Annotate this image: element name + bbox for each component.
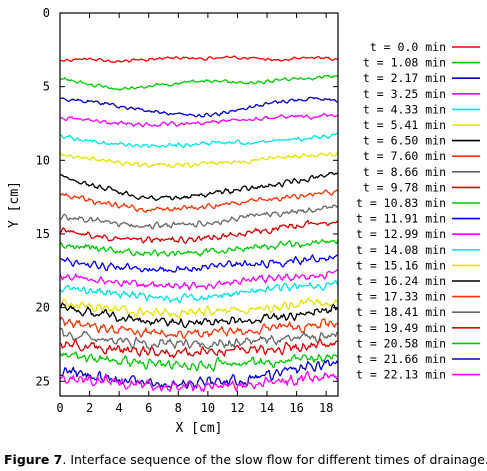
legend-label: t = 22.13 min	[356, 368, 446, 382]
interface-line	[60, 132, 338, 149]
x-tick-label: 8	[175, 401, 182, 415]
interface-line	[60, 338, 338, 359]
interface-line	[60, 302, 338, 329]
legend-label: t = 6.50 min	[363, 134, 446, 148]
interface-line	[60, 351, 338, 372]
legend-label: t = 12.99 min	[356, 227, 446, 241]
interface-line	[60, 238, 338, 257]
interface-line	[60, 151, 338, 169]
legend-label: t = 14.08 min	[356, 243, 446, 257]
interface-line	[60, 74, 338, 91]
plot-frame	[59, 12, 339, 397]
x-tick-label: 2	[86, 401, 93, 415]
legend-label: t = 17.33 min	[356, 290, 446, 304]
figure-caption: Figure 7. Interface sequence of the slow…	[4, 452, 487, 467]
x-axis: 0 2 4 6 8 10 12 14 16 18	[56, 13, 333, 415]
interface-line	[60, 269, 338, 291]
legend-label: t = 3.25 min	[363, 87, 446, 101]
legend-label: t = 21.66 min	[356, 352, 446, 366]
x-tick-label: 18	[319, 401, 333, 415]
legend-label: t = 4.33 min	[363, 102, 446, 116]
legend-label: t = 11.91 min	[356, 212, 446, 226]
interface-line	[60, 327, 338, 350]
caption-text: . Interface sequence of the slow flow fo…	[62, 452, 487, 467]
interface-line	[60, 254, 338, 273]
x-tick-label: 10	[201, 401, 215, 415]
interface-line	[60, 316, 338, 339]
interface-sequence-chart: 0 2 4 6 8 10 12 14 16 18 0 5 10 15 20 25 X [cm] Y [cm]…	[7, 6, 480, 436]
interface-line	[60, 204, 338, 230]
legend-label: t = 9.78 min	[363, 180, 446, 194]
interface-line	[60, 189, 338, 214]
interface-line	[60, 219, 338, 244]
x-axis-title: X [cm]	[176, 421, 223, 436]
legend-label: t = 7.60 min	[363, 149, 446, 163]
legend-label: t = 5.41 min	[363, 118, 446, 132]
interface-line	[60, 297, 338, 319]
y-tick-label: 10	[36, 153, 50, 167]
plot-area	[60, 55, 338, 393]
legend-label: t = 2.17 min	[363, 71, 446, 85]
legend-label: t = 1.08 min	[363, 56, 446, 70]
interface-line	[60, 55, 338, 64]
x-tick-label: 4	[116, 401, 123, 415]
figure-label: Figure 7	[4, 452, 63, 467]
interface-line	[60, 112, 338, 128]
interface-line	[60, 171, 338, 201]
x-tick-label: 14	[260, 401, 274, 415]
interface-line	[60, 96, 338, 118]
y-axis: 0 5 10 15 20 25	[36, 6, 338, 388]
y-tick-label: 5	[43, 80, 50, 94]
legend-label: t = 8.66 min	[363, 165, 446, 179]
interface-line	[60, 370, 338, 393]
x-tick-label: 6	[145, 401, 152, 415]
legend-label: t = 0.0 min	[370, 40, 446, 54]
legend-label: t = 15.16 min	[356, 258, 446, 272]
legend-label: t = 19.49 min	[356, 321, 446, 335]
legend-label: t = 10.83 min	[356, 196, 446, 210]
y-tick-label: 25	[36, 374, 50, 388]
interface-line	[60, 279, 338, 304]
y-axis-title: Y [cm]	[7, 181, 22, 228]
y-tick-label: 15	[36, 227, 50, 241]
y-tick-label: 20	[36, 301, 50, 315]
legend-label: t = 16.24 min	[356, 274, 446, 288]
legend-label: t = 18.41 min	[356, 305, 446, 319]
legend-label: t = 20.58 min	[356, 336, 446, 350]
x-tick-label: 16	[289, 401, 303, 415]
y-tick-label: 0	[43, 6, 50, 20]
x-tick-label: 0	[56, 401, 63, 415]
x-tick-label: 12	[230, 401, 244, 415]
